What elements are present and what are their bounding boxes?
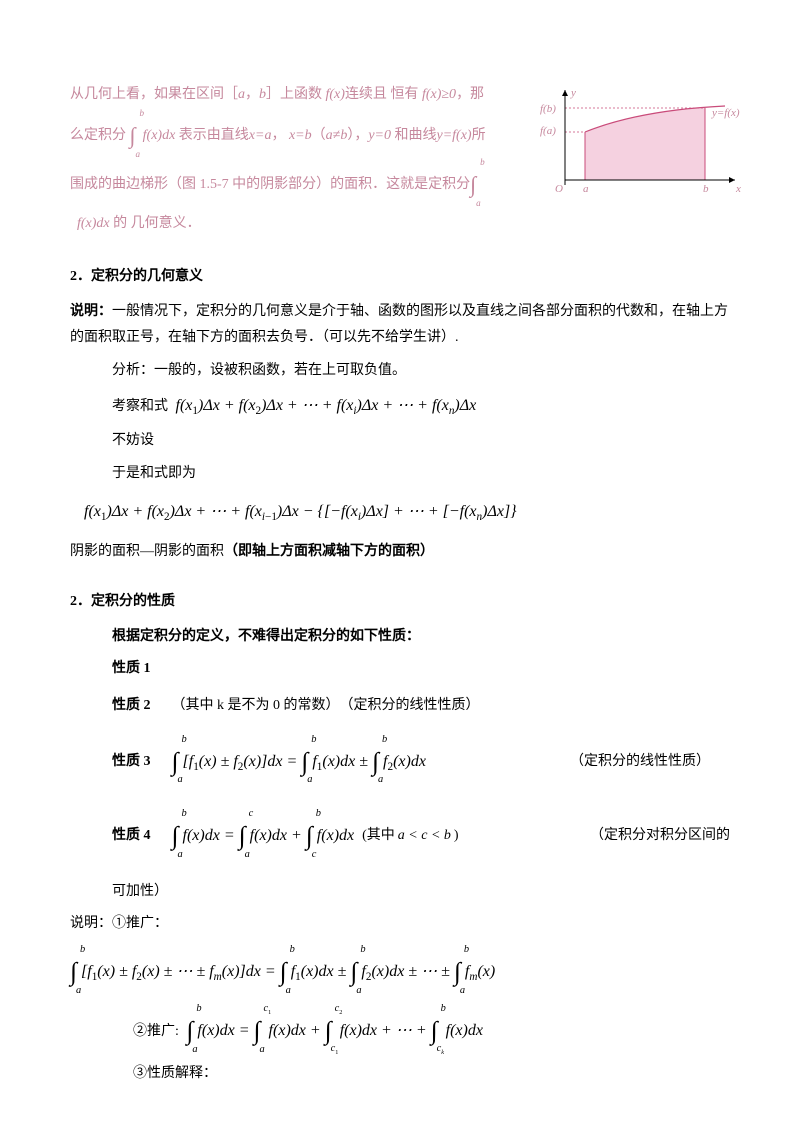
- prop3-note: （定积分的线性性质）: [570, 749, 730, 776]
- intro-l2-p1: 恒有: [390, 87, 422, 102]
- intro-l2-xa: x=a: [249, 128, 272, 143]
- int-lower: a: [136, 144, 141, 164]
- prop2-label: 性质 2: [112, 693, 151, 720]
- intro-l3-p2: ），: [347, 128, 368, 143]
- intro-l3-yfx: y=f(x): [437, 128, 472, 143]
- shuoming2-text: 说明：①推广：: [70, 911, 730, 938]
- O-label: O: [555, 183, 563, 195]
- intro-section: 从几何上看，如果在区间［a，b］上函数 f(x)连续且 恒有 f(x)≥0，那么…: [70, 80, 730, 240]
- yinying-row: 阴影的面积—阴影的面积（即轴上方面积减轴下方的面积）: [70, 539, 730, 566]
- bufang-text: 不妨设: [70, 428, 730, 455]
- yinying-bold: （即轴上方面积减轴下方的面积）: [224, 544, 434, 559]
- intro-l1-b: b: [259, 87, 266, 102]
- prop2-text: （其中 k 是不为 0 的常数） （定积分的线性性质）: [172, 693, 480, 720]
- tuiguang2-row: ②推广: ∫ba f(x)dx = ∫c1a f(x)dx + ∫c2c1 f(…: [70, 1007, 730, 1056]
- intro-l1-fx: f(x): [326, 87, 345, 102]
- intro-l4-intbody: f(x)dx: [77, 216, 110, 231]
- intro-l1-p3: 连续且: [345, 87, 387, 102]
- yinying-part1: 阴影的面积—阴影的面积: [70, 544, 224, 559]
- fb-label: f(b): [540, 103, 556, 115]
- a-label: a: [583, 183, 589, 195]
- prop4-close: ): [454, 823, 459, 850]
- int-upper: b: [480, 152, 485, 172]
- intro-l2-intbody: f(x)dx: [143, 128, 176, 143]
- kejia-text: 可加性）: [70, 879, 730, 906]
- arrow-y-icon: [562, 90, 568, 96]
- y-label: y: [570, 87, 576, 99]
- shaded-region: [585, 108, 705, 180]
- intro-l4-p2: 的: [110, 216, 128, 231]
- intro-l3-aneqb: a≠b: [326, 128, 348, 143]
- intro-l3-p3: 和曲线: [391, 128, 437, 143]
- intro-l1-p1: 从几何上看，如果在区间［: [70, 87, 238, 102]
- intro-l3-p1: （: [312, 128, 326, 143]
- intro-l4-p1: 1.5-7 中的阴影部分）的面积．这就是定积分: [200, 177, 471, 192]
- prop4-where: (其中: [362, 823, 395, 850]
- prop4-note: （定积分对积分区间的: [590, 823, 730, 850]
- geometric-figure: y x f(b) f(a) y=f(x) O a b: [530, 80, 750, 221]
- kaocha-label: 考察和式: [112, 399, 168, 414]
- prop2-row: 性质 2 （其中 k 是不为 0 的常数） （定积分的线性性质）: [70, 693, 730, 720]
- tuiguang3-text: ③性质解释：: [70, 1061, 730, 1088]
- tuiguang2-formula: ∫ba f(x)dx = ∫c1a f(x)dx + ∫c2c1 f(x)dx …: [186, 1022, 483, 1039]
- fenxi-text: 分析：一般的，设被积函数，若在上可取负值。: [70, 358, 730, 385]
- intro-l3-y0: y=0: [368, 128, 391, 143]
- section2-title: 2．定积分的几何意义: [70, 264, 730, 291]
- prop4-label: 性质 4: [112, 823, 151, 850]
- shuoming-paragraph: 说明：一般情况下，定积分的几何意义是介于轴、函数的图形以及直线之间各部分面积的代…: [70, 299, 730, 352]
- yushi-text: 于是和式即为: [70, 461, 730, 488]
- tuiguang2-label: ②推广:: [133, 1024, 179, 1039]
- shuoming-label: 说明：: [70, 304, 112, 319]
- prop4-formula: ∫ba f(x)dx = ∫ca f(x)dx + ∫bc f(x)dx: [172, 812, 355, 861]
- shuoming-text: 一般情况下，定积分的几何意义是介于轴、函数的图形以及直线之间各部分面积的代数和，…: [70, 304, 728, 346]
- prop3-label: 性质 3: [112, 749, 151, 776]
- fa-label: f(a): [540, 125, 556, 137]
- curve-diagram: y x f(b) f(a) y=f(x) O a b: [530, 80, 750, 210]
- prop4-cond: a < c < b: [398, 823, 451, 850]
- section3-title: 2．定积分的性质: [70, 589, 730, 616]
- x-label: x: [735, 183, 741, 195]
- prop1-label: 性质 1: [70, 656, 730, 683]
- kaocha-row: 考察和式 f(x1)Δx + f(x2)Δx + ⋯ + f(xi)Δx + ⋯…: [70, 391, 730, 422]
- b-label: b: [703, 183, 709, 195]
- intro-l2-p4: ，: [271, 128, 285, 143]
- genju-text: 根据定积分的定义，不难得出定积分的如下性质：: [70, 624, 730, 651]
- intro-l3-xb: x=b: [289, 128, 312, 143]
- arrow-x-icon: [729, 177, 735, 183]
- int-upper: b: [140, 103, 145, 123]
- prop4-row: 性质 4 ∫ba f(x)dx = ∫ca f(x)dx + ∫bc f(x)d…: [70, 804, 730, 869]
- prop3-row: 性质 3 ∫ba [f1(x) ± f2(x)]dx = ∫ba f1(x)dx…: [70, 730, 730, 795]
- prop3-formula: ∫ba [f1(x) ± f2(x)]dx = ∫ba f1(x)dx ± ∫b…: [172, 738, 426, 787]
- yushi-formula: f(x1)Δx + f(x2)Δx + ⋯ + f(xi−1)Δx − {[−f…: [84, 503, 517, 520]
- intro-l1-p2: ］上函数: [266, 87, 326, 102]
- yfx-label: y=f(x): [711, 107, 740, 119]
- int-lower: a: [476, 193, 481, 213]
- intro-l2-p3: 表示由直线: [175, 128, 249, 143]
- tuiguang1-formula: ∫ba [f1(x) ± f2(x) ± ⋯ ± fm(x)]dx = ∫ba …: [70, 963, 495, 980]
- yushi-formula-block: f(x1)Δx + f(x2)Δx + ⋯ + f(xi−1)Δx − {[−f…: [70, 497, 730, 528]
- tuiguang1-formula-block: ∫ba [f1(x) ± f2(x) ± ⋯ ± fm(x)]dx = ∫ba …: [70, 948, 730, 997]
- intro-l2-fx: f(x)≥0: [422, 87, 456, 102]
- intro-l1-a: a: [238, 87, 245, 102]
- intro-l1-comma: ，: [245, 87, 259, 102]
- intro-l5: 几何意义．: [131, 216, 201, 231]
- intro-text: 从几何上看，如果在区间［a，b］上函数 f(x)连续且 恒有 f(x)≥0，那么…: [70, 80, 490, 240]
- kaocha-formula: f(x1)Δx + f(x2)Δx + ⋯ + f(xi)Δx + ⋯ + f(…: [176, 397, 477, 414]
